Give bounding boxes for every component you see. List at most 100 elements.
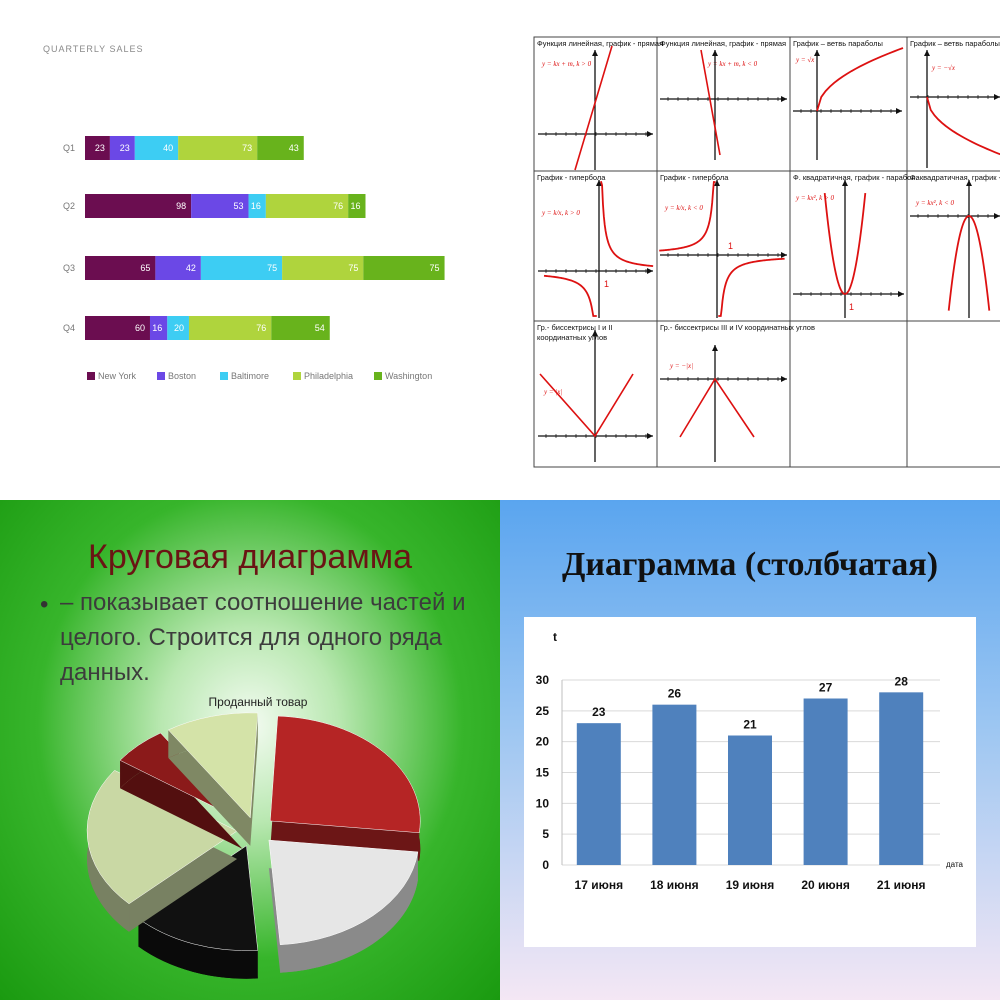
bar-q4-new-york: [85, 316, 150, 340]
data-label-q2-washington: 16: [350, 201, 360, 211]
data-label-q2-boston: 53: [234, 201, 244, 211]
graph-line: [574, 45, 613, 171]
quarterly-sales-title: QUARTERLY SALES: [43, 44, 144, 54]
legend-label-boston: Boston: [168, 371, 196, 381]
axis-mark-one-7: 1: [849, 302, 854, 312]
data-label-4: 27: [819, 681, 833, 695]
cell-formula-1: y = kx + m, k > 0: [541, 60, 592, 68]
cell-formula-2: y = kx + m, k < 0: [707, 60, 758, 68]
bar-q1-baltimore: [134, 136, 179, 160]
data-label-q1-philadelphia: 73: [242, 143, 252, 153]
function-graphs-table: Функция линейная, график - прямая y = kx …: [533, 36, 1000, 468]
column-chart-slide: Диаграмма (столбчатая) t 0 5 10 15 20 25 30 23 17…: [500, 500, 1000, 1000]
graph-branch-2: [718, 257, 785, 317]
cell-title-9: Гр.- биссектрисы I и II координатных угло…: [537, 323, 613, 342]
data-label-q1-new-york: 23: [95, 143, 105, 153]
cell-abs: Гр.- биссектрисы I и II координатных угло…: [537, 323, 653, 462]
table-border: [533, 36, 1000, 468]
cell-hyperbola-positive: График - гипербола y = k/x, k > 0 1: [537, 173, 654, 318]
bar-q2-baltimore: [248, 194, 266, 218]
cell-formula-8: y = kx², k < 0: [915, 199, 954, 207]
data-label-q2-philadelphia: 76: [333, 201, 343, 211]
data-label-1: 23: [592, 705, 606, 719]
legend-label-new-york: New York: [98, 371, 137, 381]
pie-slice-6: [167, 712, 259, 819]
legend-label-washington: Washington: [385, 371, 432, 381]
y-tick-label-5: 5: [542, 827, 549, 841]
cell-formula-3: y = √x: [795, 56, 815, 64]
bar-q4-baltimore: [167, 316, 189, 340]
bar-q4-philadelphia: [188, 316, 272, 340]
pie-slide-bullet: •: [40, 591, 48, 618]
bar-q2-boston: [191, 194, 249, 218]
y-axis-arrow: [842, 180, 848, 186]
bar-q4-washington: [271, 316, 330, 340]
x-tick-label-2: 18 июня: [650, 878, 699, 892]
y-tick-label-10: 10: [536, 796, 550, 810]
legend-swatch-washington: [374, 372, 382, 380]
bar-2: [652, 704, 697, 865]
cell-hyperbola-negative: График - гипербола y = k/x, k < 0 1: [659, 173, 787, 318]
bar-q1-new-york: [85, 136, 110, 160]
y-axis-arrow: [814, 50, 820, 56]
x-axis-label: дата: [946, 860, 964, 869]
pie-slice-3: [137, 845, 259, 951]
x-axis-arrow: [781, 96, 787, 102]
data-label-5: 28: [895, 674, 909, 688]
bar-q1-philadelphia: [178, 136, 258, 160]
category-label-q3: Q3: [63, 263, 75, 273]
data-label-q1-baltimore: 40: [163, 143, 173, 153]
y-axis-arrow: [924, 50, 930, 56]
data-label-q2-new-york: 98: [176, 201, 186, 211]
pie-slide-text-line-2: целого. Строится для одного ряда: [60, 624, 443, 651]
cell-title-3: График – ветвь параболы: [793, 39, 883, 48]
graph-branch-2: [543, 274, 597, 317]
legend-swatch-boston: [157, 372, 165, 380]
data-label-q3-boston: 42: [186, 263, 196, 273]
cell-linear-positive: Функция линейная, график - прямая y = kx …: [537, 39, 663, 171]
y-tick-label-30: 30: [536, 673, 550, 687]
graph-curve: [947, 215, 991, 311]
bar-q3-baltimore: [200, 256, 283, 280]
bar-q3-boston: [155, 256, 201, 280]
cell-title-5: График - гипербола: [537, 173, 606, 182]
x-axis-arrow: [781, 252, 787, 258]
graph-line: [539, 373, 634, 438]
bar-q2-new-york: [85, 194, 192, 218]
pie-slide-text-line-1: – показывает соотношение частей и: [60, 589, 465, 616]
y-tick-label-15: 15: [536, 766, 550, 780]
bar-q2-washington: [348, 194, 366, 218]
data-label-q4-baltimore: 20: [174, 323, 184, 333]
data-label-q4-new-york: 60: [135, 323, 145, 333]
cell-title-4: График – ветвь параболы: [910, 39, 1000, 48]
category-label-q2: Q2: [63, 201, 75, 211]
pie-slide-text-line-3: данных.: [60, 659, 150, 686]
bar-q2-philadelphia: [265, 194, 349, 218]
y-axis-arrow: [592, 330, 598, 336]
cell-formula-4: y = −√x: [931, 64, 956, 72]
graph-branch-1: [659, 181, 716, 252]
data-label-q4-boston: 16: [152, 323, 162, 333]
legend-label-philadelphia: Philadelphia: [304, 371, 353, 381]
pie-slice-4: [86, 770, 238, 905]
cell-formula-7: y = kx², k > 0: [795, 194, 834, 202]
legend-swatch-baltimore: [220, 372, 228, 380]
x-tick-label-1: 17 июня: [575, 878, 624, 892]
data-label-q3-baltimore: 75: [267, 263, 277, 273]
x-axis-arrow: [994, 94, 1000, 100]
x-axis-arrow: [647, 131, 653, 137]
bar-q1-boston: [109, 136, 135, 160]
y-axis-arrow: [712, 50, 718, 56]
column-chart-slide-canvas: Диаграмма (столбчатая) t 0 5 10 15 20 25 30 23 17…: [524, 546, 976, 947]
cell-formula-9: y = |x|: [543, 388, 562, 396]
cell-title-1: Функция линейная, график - прямая: [537, 39, 663, 48]
data-label-q3-new-york: 65: [140, 263, 150, 273]
data-label-3: 21: [743, 718, 757, 732]
pie-slice-1: [269, 715, 421, 834]
y-axis-arrow: [966, 180, 972, 186]
pie-slice-side-5: [120, 761, 243, 849]
data-label-q4-washington: 54: [315, 323, 325, 333]
x-axis-arrow: [781, 376, 787, 382]
legend-swatch-new-york: [87, 372, 95, 380]
data-label-2: 26: [668, 687, 682, 701]
